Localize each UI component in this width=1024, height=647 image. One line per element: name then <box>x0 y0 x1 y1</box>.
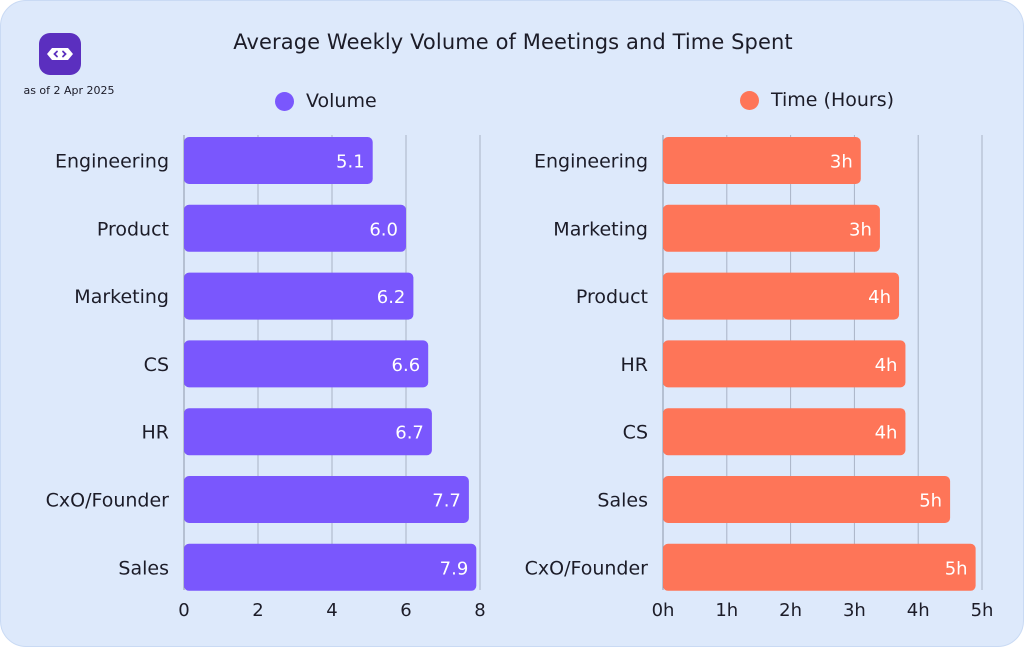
volume-category-label: CS <box>144 354 169 376</box>
volume-bar <box>184 204 406 252</box>
volume-bar-value-label: 6.2 <box>377 287 406 308</box>
time-bar <box>663 137 861 184</box>
legend-time-swatch <box>740 90 759 110</box>
volume-category-label: Sales <box>118 557 169 579</box>
time-bar <box>663 476 951 523</box>
volume-bar-value-label: 6.0 <box>369 219 398 240</box>
volume-category-label: Product <box>97 218 169 240</box>
time-category-label: Marketing <box>553 218 648 240</box>
time-category-label: CS <box>623 422 648 444</box>
time-bar <box>663 543 976 591</box>
volume-x-tick-label: 6 <box>400 600 411 621</box>
volume-category-label: HR <box>142 422 170 444</box>
volume-bar-value-label: 7.7 <box>432 491 461 512</box>
volume-x-tick-label: 2 <box>252 600 263 621</box>
time-bar-value-label: 3h <box>849 219 872 240</box>
time-bar-value-label: 5h <box>919 491 942 512</box>
volume-bar <box>184 476 469 523</box>
chat-bot-icon <box>39 33 81 75</box>
volume-bar-value-label: 6.7 <box>395 423 424 444</box>
volume-x-tick-label: 4 <box>326 600 337 621</box>
time-category-label: CxO/Founder <box>525 557 649 579</box>
legend-volume-label: Volume <box>306 90 377 112</box>
time-bar <box>663 204 880 252</box>
volume-category-label: Marketing <box>74 286 169 308</box>
volume-x-tick-label: 0 <box>178 600 189 621</box>
time-x-tick-label: 3h <box>843 600 866 621</box>
time-x-tick-label: 2h <box>779 600 802 621</box>
time-x-tick-label: 0h <box>652 600 675 621</box>
volume-bar-value-label: 5.1 <box>336 152 365 173</box>
time-bar-value-label: 4h <box>875 423 898 444</box>
volume-category-label: Engineering <box>55 151 169 173</box>
time-x-tick-label: 1h <box>715 600 738 621</box>
time-bar-value-label: 3h <box>830 152 853 173</box>
volume-bar <box>184 272 414 320</box>
legend-time-label: Time (Hours) <box>771 89 895 111</box>
legend-volume-swatch <box>275 91 294 111</box>
time-bar <box>663 408 906 456</box>
time-category-label: HR <box>621 354 649 376</box>
volume-category-label: CxO/Founder <box>46 490 170 512</box>
time-category-label: Sales <box>597 490 648 512</box>
chart-title: Average Weekly Volume of Meetings and Ti… <box>233 30 793 54</box>
time-x-tick-label: 5h <box>971 600 994 621</box>
time-category-label: Product <box>576 286 648 308</box>
volume-bar <box>184 408 432 456</box>
time-bar-value-label: 4h <box>875 355 898 376</box>
time-x-tick-label: 4h <box>907 600 930 621</box>
time-category-label: Engineering <box>534 151 648 173</box>
volume-bar <box>184 340 429 388</box>
volume-bar-value-label: 6.6 <box>392 355 421 376</box>
legend-volume: Volume <box>275 90 377 112</box>
volume-x-tick-label: 8 <box>474 600 485 621</box>
as-of-date: as of 2 Apr 2025 <box>23 84 115 97</box>
volume-bar-value-label: 7.9 <box>440 558 469 579</box>
legend-time: Time (Hours) <box>740 89 894 111</box>
time-bar-value-label: 5h <box>945 558 968 579</box>
volume-bar <box>184 543 477 591</box>
time-bar <box>663 340 906 388</box>
volume-bar <box>184 137 373 184</box>
time-bar <box>663 272 900 320</box>
time-bar-value-label: 4h <box>868 287 891 308</box>
